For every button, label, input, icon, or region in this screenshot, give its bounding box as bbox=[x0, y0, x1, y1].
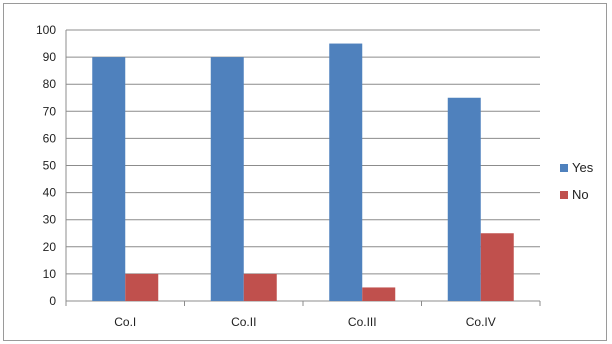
x-tick-label: Co.II bbox=[231, 315, 256, 329]
bar-no-3 bbox=[362, 287, 396, 301]
y-tick-label: 20 bbox=[43, 240, 57, 254]
legend-swatch-yes bbox=[560, 164, 568, 172]
y-tick-label: 10 bbox=[43, 267, 57, 281]
legend: Yes No bbox=[560, 160, 594, 202]
bars bbox=[92, 43, 514, 302]
bar-yes-3 bbox=[329, 43, 363, 302]
x-tick-label: Co.IV bbox=[466, 315, 496, 329]
y-tick-label: 100 bbox=[36, 23, 56, 37]
y-tick-label: 60 bbox=[43, 131, 57, 145]
bar-yes-1 bbox=[92, 57, 126, 301]
y-tick-label: 90 bbox=[43, 50, 57, 64]
legend-label-yes: Yes bbox=[572, 160, 594, 175]
bar-no-4 bbox=[480, 233, 514, 301]
y-tick-label: 50 bbox=[43, 159, 57, 173]
legend-label-no: No bbox=[572, 187, 589, 202]
x-tick-labels: Co.I Co.II Co.III Co.IV bbox=[114, 315, 496, 329]
y-tick-label: 40 bbox=[43, 186, 57, 200]
y-tick-label: 0 bbox=[49, 294, 56, 308]
y-tick-label: 80 bbox=[43, 77, 57, 91]
bar-yes-2 bbox=[210, 57, 244, 301]
bar-no-1 bbox=[125, 273, 159, 301]
y-tick-label: 30 bbox=[43, 213, 57, 227]
x-tick-label: Co.I bbox=[114, 315, 136, 329]
y-tick-labels: 0 10 20 30 40 50 60 70 80 90 100 bbox=[36, 23, 56, 308]
bar-yes-4 bbox=[447, 97, 481, 301]
y-tick-label: 70 bbox=[43, 104, 57, 118]
legend-swatch-no bbox=[560, 191, 568, 199]
x-tick-label: Co.III bbox=[348, 315, 377, 329]
bar-no-2 bbox=[243, 273, 277, 301]
